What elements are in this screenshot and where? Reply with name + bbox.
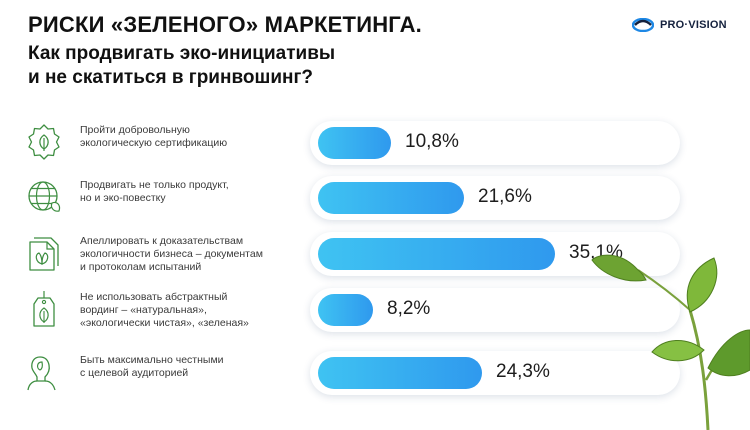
eco-globe-icon [28,181,61,212]
row-label-line: Пройти добровольную [80,124,190,136]
row-label: Пройти добровольную экологическую сертиф… [80,124,310,150]
subtitle-line-2: и не скатиться в гринвошинг? [28,67,314,88]
chart-row-2: Продвигать не только продукт, но и эко-п… [0,173,750,223]
bar-track: 21,6% [310,176,680,220]
bar-track: 10,8% [310,121,680,165]
bar-value-label: 24,3% [496,361,550,382]
bar [318,238,555,270]
bar-value-label: 8,2% [387,298,431,319]
page-title: РИСКИ «ЗЕЛЕНОГО» МАРКЕТИНГА. [28,12,422,37]
row-label-line: «экологически чистая», «зеленая» [80,317,249,329]
row-label: Апеллировать к доказательствам экологичн… [80,235,310,274]
logo-text: PRO·VISION [660,19,727,31]
plant-decoration [591,254,750,430]
bar [318,182,464,214]
chart-row-1: Пройти добровольную экологическую сертиф… [0,118,750,168]
row-label-line: Быть максимально честными [80,354,224,366]
row-label-line: Не использовать абстрактный [80,291,228,303]
bar [318,294,373,326]
row-label-line: экологичности бизнеса – документам [80,248,263,260]
bar-track: 24,3% [310,351,680,395]
row-label: Не использовать абстрактный вординг – «н… [80,291,310,330]
row-label-line: Апеллировать к доказательствам [80,235,244,247]
bar-value-label: 21,6% [478,186,532,207]
eco-person-icon [27,356,56,391]
row-label-line: и протоколам испытаний [80,261,202,273]
row-label-line: экологическую сертификацию [80,137,228,149]
row-label: Продвигать не только продукт, но и эко-п… [80,179,310,205]
page-subtitle: Как продвигать эко-инициативы и не скати… [28,42,388,90]
chart-row-4: Не использовать абстрактный вординг – «н… [0,285,750,335]
row-label-line: вординг – «натуральная», [80,304,207,316]
bar [318,127,391,159]
subtitle-line-1: Как продвигать эко-инициативы [28,43,336,64]
bar-value-label: 10,8% [405,131,459,152]
eco-certificate-icon [28,124,60,160]
row-label-line: с целевой аудиторией [80,367,189,379]
chart-row-3: Апеллировать к доказательствам экологичн… [0,229,750,279]
bar [318,357,482,389]
chart-row-5: Быть максимально честными с целевой ауди… [0,348,750,398]
brand-logo: PRO·VISION [632,15,727,35]
eco-document-icon [29,237,59,271]
pro-vision-logo-icon [632,18,654,32]
eco-tag-icon [33,291,55,327]
row-label-line: Продвигать не только продукт, [80,179,229,191]
row-label-line: но и эко-повестку [80,192,166,204]
bar-track: 8,2% [310,288,680,332]
row-label: Быть максимально честными с целевой ауди… [80,354,310,380]
